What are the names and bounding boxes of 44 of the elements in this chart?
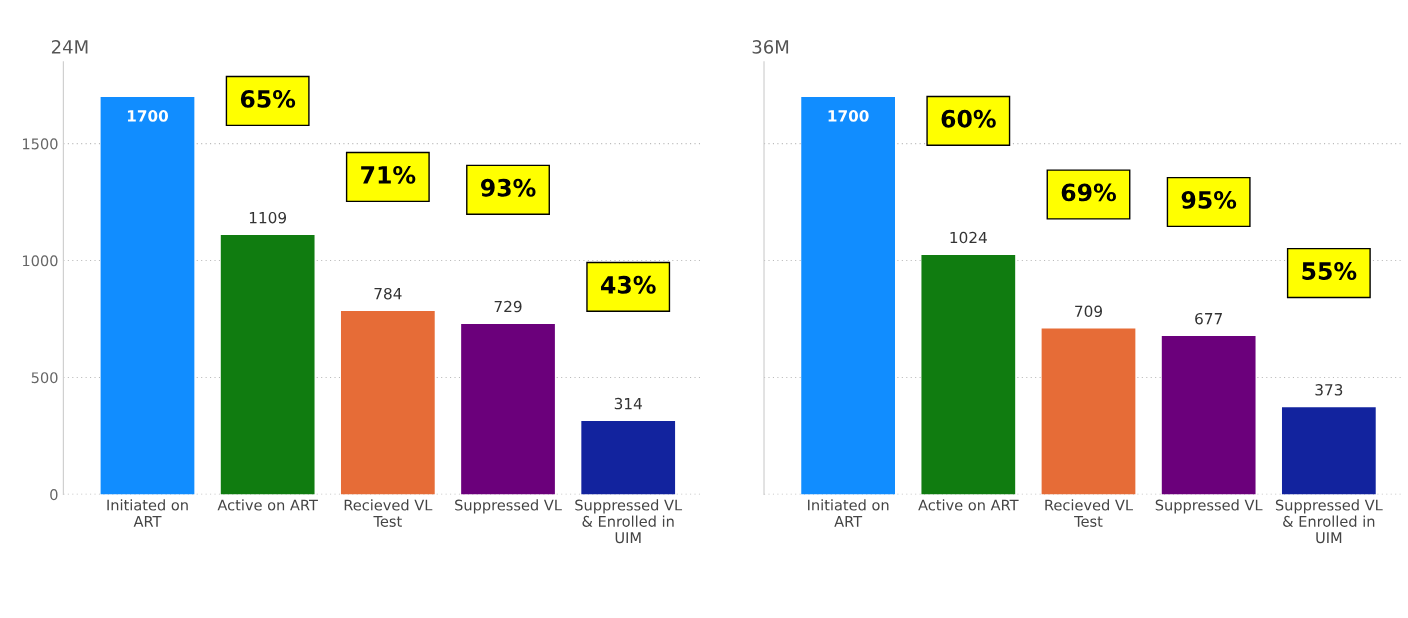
data-label: 1109: [249, 211, 287, 224]
y-tick-label: 500: [31, 372, 58, 384]
annotation: 55%: [1302, 262, 1357, 280]
y-tick-label: 1000: [22, 255, 58, 267]
bar: [461, 323, 555, 495]
annotation: 69%: [1061, 183, 1116, 202]
x-tick-label: Recieved VL Test: [1045, 499, 1133, 527]
data-label: 729: [494, 300, 522, 313]
annotation: 60%: [941, 109, 996, 128]
x-tick-label: Suppressed VL: [1155, 499, 1263, 514]
data-label: 373: [1315, 384, 1343, 396]
y-tick-label: 0: [50, 489, 58, 501]
y-tick-label: 1500: [22, 138, 58, 150]
x-tick-label: Initiated on ART: [107, 499, 188, 527]
data-label: 709: [1075, 305, 1102, 317]
x-tick-label: Suppressed VL: [455, 499, 562, 514]
bar: [1281, 407, 1376, 495]
bar: [220, 235, 315, 495]
bar: [100, 96, 195, 495]
data-label: 1700: [828, 110, 869, 122]
x-tick-label: Active on ART: [918, 499, 1019, 511]
bar: [1161, 336, 1256, 495]
x-tick-label: Active on ART: [217, 499, 318, 511]
bar: [340, 311, 435, 495]
bar: [801, 96, 895, 495]
bar: [581, 420, 676, 495]
annotation: 43%: [601, 275, 656, 294]
data-label: 677: [1195, 312, 1222, 325]
data-label: 1024: [950, 231, 987, 244]
bar: [921, 254, 1016, 495]
data-label: 1700: [127, 110, 169, 122]
x-tick-label: Recieved VL Test: [344, 499, 433, 527]
data-label: 784: [374, 287, 402, 300]
x-tick-label: Initiated on ART: [808, 499, 889, 527]
annotation: 71%: [361, 165, 416, 184]
x-tick-label: Suppressed VL & Enrolled in UIM: [1275, 499, 1383, 544]
annotation: 95%: [1181, 190, 1237, 209]
chart-title: 36M: [752, 40, 789, 54]
bar: [1041, 328, 1136, 495]
annotation: 65%: [240, 89, 296, 108]
annotation: 93%: [480, 178, 536, 197]
data-label: 314: [614, 397, 642, 410]
x-tick-label: Suppressed VL & Enrolled in UIM: [575, 499, 683, 544]
chart-title: 24M: [51, 40, 88, 54]
